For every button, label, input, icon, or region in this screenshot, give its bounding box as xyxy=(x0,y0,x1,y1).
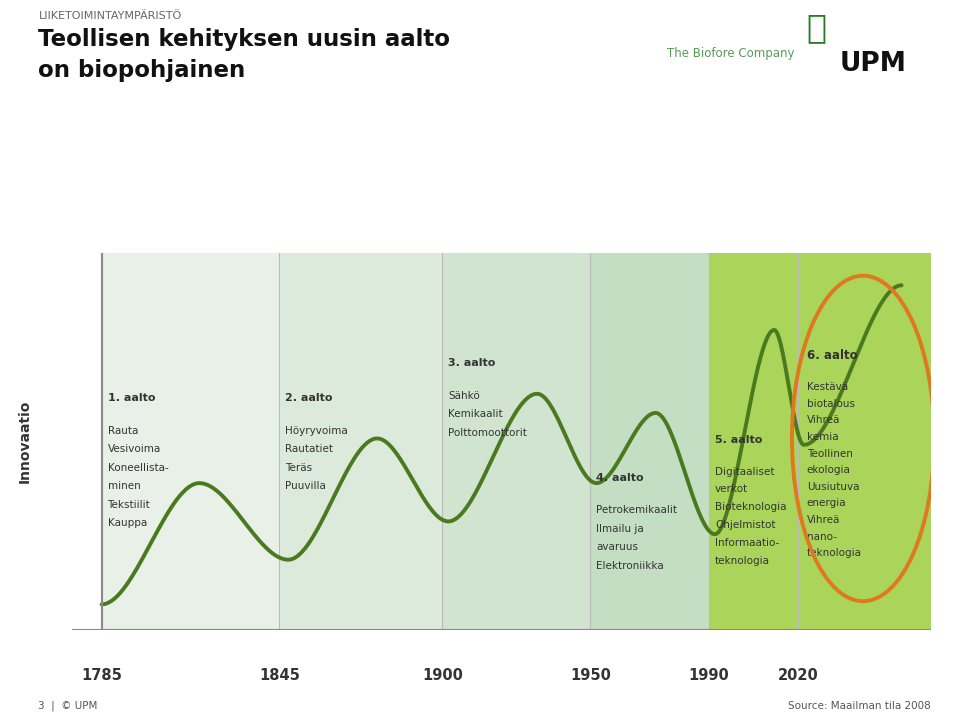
Text: Teollinen: Teollinen xyxy=(806,449,852,459)
Text: Vesivoima: Vesivoima xyxy=(108,445,161,454)
Bar xyxy=(72,253,102,630)
Text: Vihreä: Vihreä xyxy=(806,416,840,426)
Text: 1990: 1990 xyxy=(688,668,730,683)
Bar xyxy=(279,253,443,630)
Text: Höyryvoima: Höyryvoima xyxy=(285,426,348,436)
Text: 3  |  © UPM: 3 | © UPM xyxy=(38,700,98,711)
Text: avaruus: avaruus xyxy=(596,542,638,552)
Text: energia: energia xyxy=(806,498,847,508)
Bar xyxy=(102,253,279,630)
Text: Elektroniikka: Elektroniikka xyxy=(596,561,664,571)
Text: 1845: 1845 xyxy=(259,668,300,683)
Text: Bioteknologia: Bioteknologia xyxy=(715,502,786,513)
Text: on biopohjainen: on biopohjainen xyxy=(38,59,246,83)
Text: Digitaaliset: Digitaaliset xyxy=(715,466,775,476)
Text: Rautatiet: Rautatiet xyxy=(285,445,333,454)
Text: teknologia: teknologia xyxy=(715,556,770,566)
Text: Polttomoottorit: Polttomoottorit xyxy=(448,428,527,437)
Text: 5. aalto: 5. aalto xyxy=(715,435,762,445)
Text: 1785: 1785 xyxy=(82,668,122,683)
Bar xyxy=(709,253,798,630)
Bar xyxy=(590,253,709,630)
Text: Teräs: Teräs xyxy=(285,463,312,473)
Text: verkot: verkot xyxy=(715,484,748,494)
Text: biotalous: biotalous xyxy=(806,399,854,409)
Text: 3. aalto: 3. aalto xyxy=(448,358,495,369)
Text: teknologia: teknologia xyxy=(806,548,862,558)
Text: nano-: nano- xyxy=(806,531,837,542)
Text: Teollisen kehityksen uusin aalto: Teollisen kehityksen uusin aalto xyxy=(38,28,450,51)
Text: Kauppa: Kauppa xyxy=(108,518,147,529)
Text: Koneellista-: Koneellista- xyxy=(108,463,168,473)
Text: 6. aalto: 6. aalto xyxy=(806,349,857,362)
Text: UPM: UPM xyxy=(840,51,907,77)
Text: Rauta: Rauta xyxy=(108,426,138,436)
Text: Kestävä: Kestävä xyxy=(806,382,848,392)
Text: 1950: 1950 xyxy=(570,668,611,683)
Text: Informaatio-: Informaatio- xyxy=(715,538,780,548)
Text: The Biofore Company: The Biofore Company xyxy=(667,47,795,60)
Text: 4. aalto: 4. aalto xyxy=(596,473,644,483)
Text: Tekstiilit: Tekstiilit xyxy=(108,500,151,510)
Text: Ohjelmistot: Ohjelmistot xyxy=(715,520,776,530)
Text: 2. aalto: 2. aalto xyxy=(285,393,333,403)
Text: Vihreä: Vihreä xyxy=(806,515,840,525)
Text: Uusiutuva: Uusiutuva xyxy=(806,482,859,492)
Text: Puuvilla: Puuvilla xyxy=(285,481,326,491)
Text: Ilmailu ja: Ilmailu ja xyxy=(596,524,644,534)
Text: ekologia: ekologia xyxy=(806,466,851,475)
Text: Innovaatio: Innovaatio xyxy=(17,400,32,484)
Text: 1900: 1900 xyxy=(421,668,463,683)
Text: Sähkö: Sähkö xyxy=(448,390,480,400)
Text: kemia: kemia xyxy=(806,432,838,442)
Bar xyxy=(443,253,590,630)
Text: Petrokemikaalit: Petrokemikaalit xyxy=(596,505,678,515)
Text: Kemikaalit: Kemikaalit xyxy=(448,409,503,419)
Bar xyxy=(798,253,931,630)
Text: LIIKETOIMINTAYMPÄRISTÖ: LIIKETOIMINTAYMPÄRISTÖ xyxy=(38,11,181,21)
Text: 🦁: 🦁 xyxy=(806,11,827,44)
Text: Source: Maailman tila 2008: Source: Maailman tila 2008 xyxy=(788,701,931,711)
Text: 2020: 2020 xyxy=(778,668,818,683)
Text: 1. aalto: 1. aalto xyxy=(108,393,156,403)
Text: minen: minen xyxy=(108,481,140,491)
